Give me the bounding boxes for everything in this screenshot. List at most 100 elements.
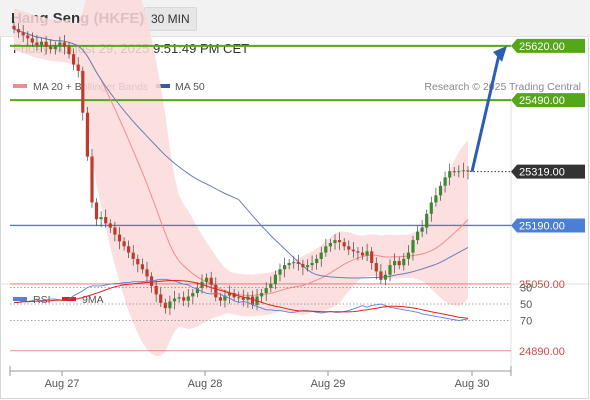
candle: [26, 31, 30, 47]
level-label-bg: [511, 38, 585, 53]
level-label-green: 25490.00: [519, 95, 565, 107]
candle: [122, 237, 126, 251]
x-axis-ticks: Aug 27 Aug 28 Aug 29 Aug 30: [9, 366, 512, 390]
candle: [154, 280, 158, 303]
level-label-bg: [511, 218, 585, 233]
rsi-level-label: 30: [520, 283, 532, 295]
candle-body: [360, 252, 365, 256]
candle-body: [420, 227, 424, 232]
candle-body: [425, 213, 429, 228]
candle-body: [21, 32, 25, 36]
candle-body: [347, 246, 351, 250]
level-label-bg: [511, 93, 585, 108]
candle-body: [136, 258, 140, 265]
candle: [315, 254, 319, 270]
forecast-arrow-head: [493, 45, 507, 62]
candle-body: [104, 217, 108, 224]
candle: [21, 24, 25, 43]
level-labels: 25620.00 25490.00 25319.00 25190.00 25050.00…: [511, 38, 585, 358]
candle-body: [39, 41, 44, 45]
candle-body: [273, 274, 277, 284]
candle: [301, 259, 305, 276]
candle: [260, 288, 264, 304]
candle: [39, 37, 44, 52]
candle: [296, 254, 300, 271]
candle: [356, 247, 360, 261]
candle-body: [58, 42, 62, 46]
candle-body: [356, 251, 360, 253]
candle-body: [333, 240, 337, 243]
candle-body: [237, 297, 241, 299]
forecast-arrow: [470, 45, 507, 172]
candle: [360, 246, 365, 260]
candle: [370, 247, 374, 270]
bollinger-band-area: [14, 0, 468, 356]
candle-body: [140, 264, 144, 270]
candle: [81, 66, 85, 121]
candle-body: [411, 240, 415, 253]
candle: [172, 291, 177, 310]
candlesticks: [12, 21, 470, 315]
candle-body: [278, 269, 282, 275]
candle-body: [388, 265, 392, 275]
candle-body: [338, 240, 342, 243]
candle-body: [448, 171, 452, 178]
candle-body: [232, 293, 236, 298]
candle: [159, 286, 163, 307]
candle-body: [108, 223, 112, 228]
legend-label-ma50: MA 50: [175, 81, 205, 93]
candle: [232, 288, 236, 302]
candle: [388, 259, 392, 282]
candle: [186, 288, 190, 308]
candle-body: [443, 177, 447, 186]
candle-body: [67, 46, 71, 55]
legend-swatch-rsi: [13, 297, 27, 301]
legend-swatch-ma50: [156, 84, 170, 88]
candle-body: [429, 202, 433, 214]
x-tick-label: Aug 28: [188, 378, 223, 390]
candle-body: [117, 234, 122, 242]
candle-body: [172, 298, 177, 302]
candle: [264, 282, 268, 302]
candle: [76, 57, 80, 78]
candle: [461, 162, 465, 178]
candle: [466, 166, 470, 180]
candle-body: [72, 54, 76, 65]
timeframe-badge[interactable]: 30 MIN: [144, 7, 197, 31]
candle-body: [35, 42, 39, 45]
level-label-green: 25620.00: [519, 41, 565, 53]
candle-body: [461, 170, 465, 172]
candle-body: [30, 38, 34, 43]
candle-body: [283, 265, 287, 270]
candle: [62, 34, 66, 55]
candle: [168, 295, 172, 315]
candle: [49, 39, 53, 54]
candle-body: [218, 297, 222, 301]
candle-body: [296, 262, 300, 264]
candle-body: [12, 25, 16, 30]
candle: [319, 246, 323, 267]
candle: [94, 198, 99, 226]
rsi-9ma-line: [14, 279, 469, 319]
level-label-last: 25319.00: [519, 167, 565, 179]
candle: [195, 282, 199, 298]
candle-body: [94, 202, 99, 220]
candle: [117, 227, 122, 250]
candle: [67, 42, 71, 59]
candle: [305, 259, 310, 272]
candle-body: [319, 252, 323, 259]
candle: [108, 219, 112, 233]
candle-body: [383, 274, 387, 280]
candle: [12, 21, 16, 34]
candle-body: [370, 251, 374, 263]
candle: [448, 163, 452, 186]
candle-body: [113, 227, 117, 235]
candle-body: [195, 288, 199, 294]
x-tick-label: Aug 30: [455, 378, 490, 390]
candle: [182, 291, 186, 307]
candle-body: [292, 262, 296, 264]
candle-body: [438, 185, 443, 196]
candle-body: [85, 112, 89, 157]
candle: [310, 255, 314, 271]
candle: [85, 106, 89, 161]
